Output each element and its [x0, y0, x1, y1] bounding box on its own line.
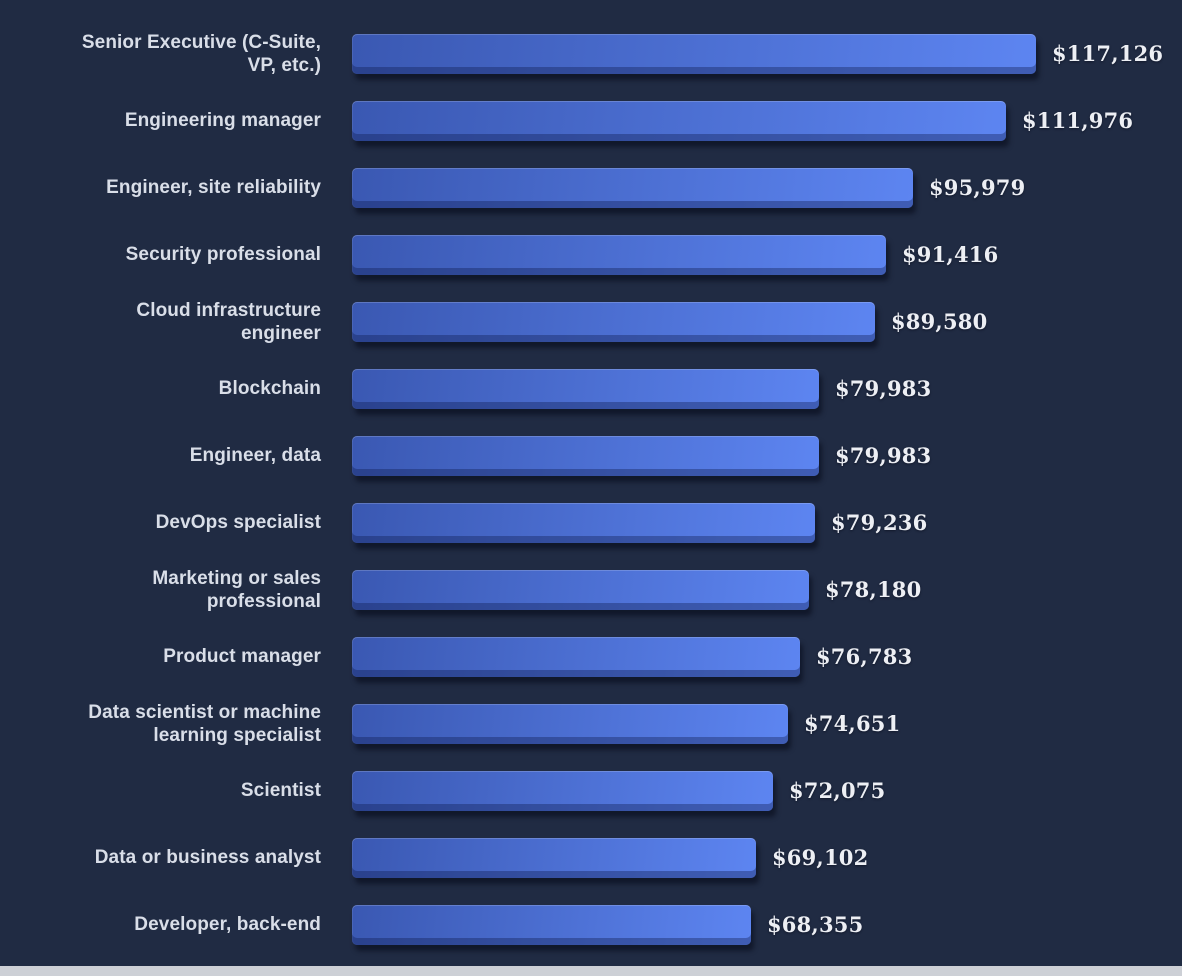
bar-value-label: $79,236	[831, 510, 928, 535]
bar	[352, 167, 913, 208]
bar-area: $95,979	[352, 167, 1182, 208]
bar-category-label: Scientist	[240, 780, 321, 801]
bar-value-label: $79,983	[835, 376, 932, 401]
bar-category-label: Marketing or sales professional	[152, 567, 321, 612]
bar-value-label: $89,580	[891, 309, 988, 334]
bar-area: $68,355	[352, 904, 1182, 945]
bar-row: Data or business analyst $69,102	[0, 824, 1182, 891]
bar	[352, 368, 819, 409]
bar-row: Engineer, data $79,983	[0, 422, 1182, 489]
bar	[352, 703, 788, 744]
bar-row: Blockchain $79,983	[0, 355, 1182, 422]
bar-category-label: Developer, back-end	[134, 914, 321, 935]
bar	[352, 234, 886, 275]
bar-value-label: $76,783	[816, 644, 913, 669]
bar-row: Product manager $76,783	[0, 623, 1182, 690]
bar-row: Data scientist or machine learning speci…	[0, 690, 1182, 757]
bar-value-label: $78,180	[825, 577, 922, 602]
bar-area: $111,976	[352, 100, 1182, 141]
bar	[352, 100, 1006, 141]
bar-value-label: $117,126	[1052, 41, 1164, 66]
bar	[352, 636, 800, 677]
bar	[352, 569, 809, 610]
bar-category-label: Blockchain	[218, 378, 321, 399]
bar-value-label: $68,355	[767, 912, 864, 937]
bar-row: Marketing or sales professional $78,180	[0, 556, 1182, 623]
bar-row: Senior Executive (C-Suite, VP, etc.) $11…	[0, 20, 1182, 87]
bottom-strip	[0, 966, 1182, 976]
bar-value-label: $95,979	[929, 175, 1026, 200]
bar-row: Cloud infrastructure engineer $89,580	[0, 288, 1182, 355]
bar-row: Security professional $91,416	[0, 221, 1182, 288]
bar-row: Scientist $72,075	[0, 757, 1182, 824]
bar-value-label: $111,976	[1022, 108, 1134, 133]
bar	[352, 837, 756, 878]
bar-value-label: $74,651	[804, 711, 901, 736]
bar-value-label: $69,102	[772, 845, 869, 870]
bar	[352, 770, 773, 811]
bar-category-label: Senior Executive (C-Suite, VP, etc.)	[81, 31, 321, 76]
bar-area: $79,983	[352, 368, 1182, 409]
bar-area: $91,416	[352, 234, 1182, 275]
bar-row: DevOps specialist $79,236	[0, 489, 1182, 556]
bar-value-label: $72,075	[789, 778, 886, 803]
bar	[352, 33, 1036, 74]
bar-category-label: Product manager	[163, 646, 321, 667]
bar-row: Engineering manager $111,976	[0, 87, 1182, 154]
bar-category-label: Security professional	[125, 244, 321, 265]
bar-value-label: $79,983	[835, 443, 932, 468]
bar-area: $74,651	[352, 703, 1182, 744]
bar-category-label: Engineer, data	[189, 445, 321, 466]
bar-area: $117,126	[352, 33, 1182, 74]
bar-category-label: Data scientist or machine learning speci…	[88, 701, 321, 746]
bar	[352, 301, 875, 342]
bar-area: $76,783	[352, 636, 1182, 677]
bar-category-label: Data or business analyst	[94, 847, 321, 868]
bar-row: Developer, back-end $68,355	[0, 891, 1182, 958]
bar	[352, 502, 815, 543]
bar	[352, 435, 819, 476]
bar-area: $89,580	[352, 301, 1182, 342]
bar-area: $69,102	[352, 837, 1182, 878]
bar-row: Engineer, site reliability $95,979	[0, 154, 1182, 221]
bar-rows-container: Senior Executive (C-Suite, VP, etc.) $11…	[0, 20, 1182, 958]
bar	[352, 904, 751, 945]
bar-category-label: Engineering manager	[124, 110, 321, 131]
bar-category-label: Engineer, site reliability	[106, 177, 321, 198]
bar-category-label: DevOps specialist	[155, 512, 321, 533]
bar-area: $72,075	[352, 770, 1182, 811]
bar-area: $78,180	[352, 569, 1182, 610]
bar-value-label: $91,416	[902, 242, 999, 267]
bar-category-label: Cloud infrastructure engineer	[136, 299, 321, 344]
bar-area: $79,983	[352, 435, 1182, 476]
bar-area: $79,236	[352, 502, 1182, 543]
